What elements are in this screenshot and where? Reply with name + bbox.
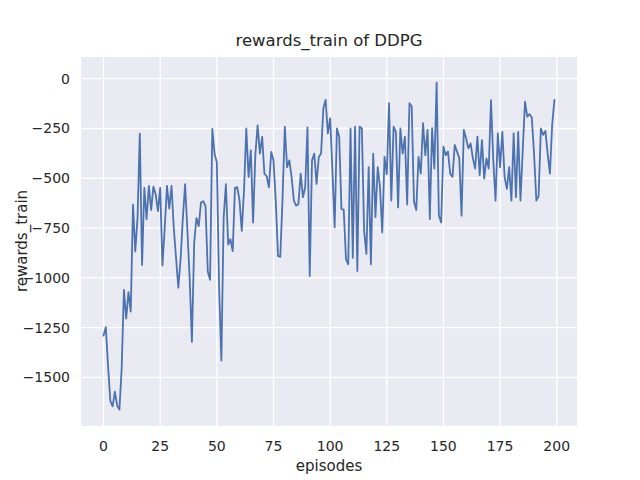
plot-area — [81, 57, 577, 426]
y-tick-label: −750 — [32, 220, 70, 236]
x-axis-label: episodes — [296, 457, 363, 475]
y-tick-label: −500 — [32, 170, 70, 186]
x-tick-label: 175 — [487, 438, 514, 454]
x-tick-label: 25 — [151, 438, 169, 454]
chart-title: rewards_train of DDPG — [236, 31, 423, 51]
chart-canvas: 0255075100125150175200 0−250−500−750−100… — [0, 0, 640, 480]
x-tick-label: 125 — [373, 438, 400, 454]
x-tick-labels: 0 25 50 75 100 125 150 175 200 — [99, 438, 570, 454]
y-tick-label: −1250 — [23, 320, 70, 336]
x-tick-label: 100 — [317, 438, 344, 454]
y-tick-label: −250 — [32, 120, 70, 136]
y-axis-label: rewards_train — [13, 190, 32, 292]
figure: 0255075100125150175200 0−250−500−750−100… — [0, 0, 640, 480]
x-tick-label: 75 — [265, 438, 283, 454]
y-tick-label: −1500 — [23, 369, 70, 385]
x-tick-label: 0 — [99, 438, 108, 454]
x-tick-label: 50 — [208, 438, 226, 454]
y-tick-label: 0 — [61, 71, 70, 87]
x-tick-label: 200 — [543, 438, 570, 454]
x-tick-label: 150 — [430, 438, 457, 454]
